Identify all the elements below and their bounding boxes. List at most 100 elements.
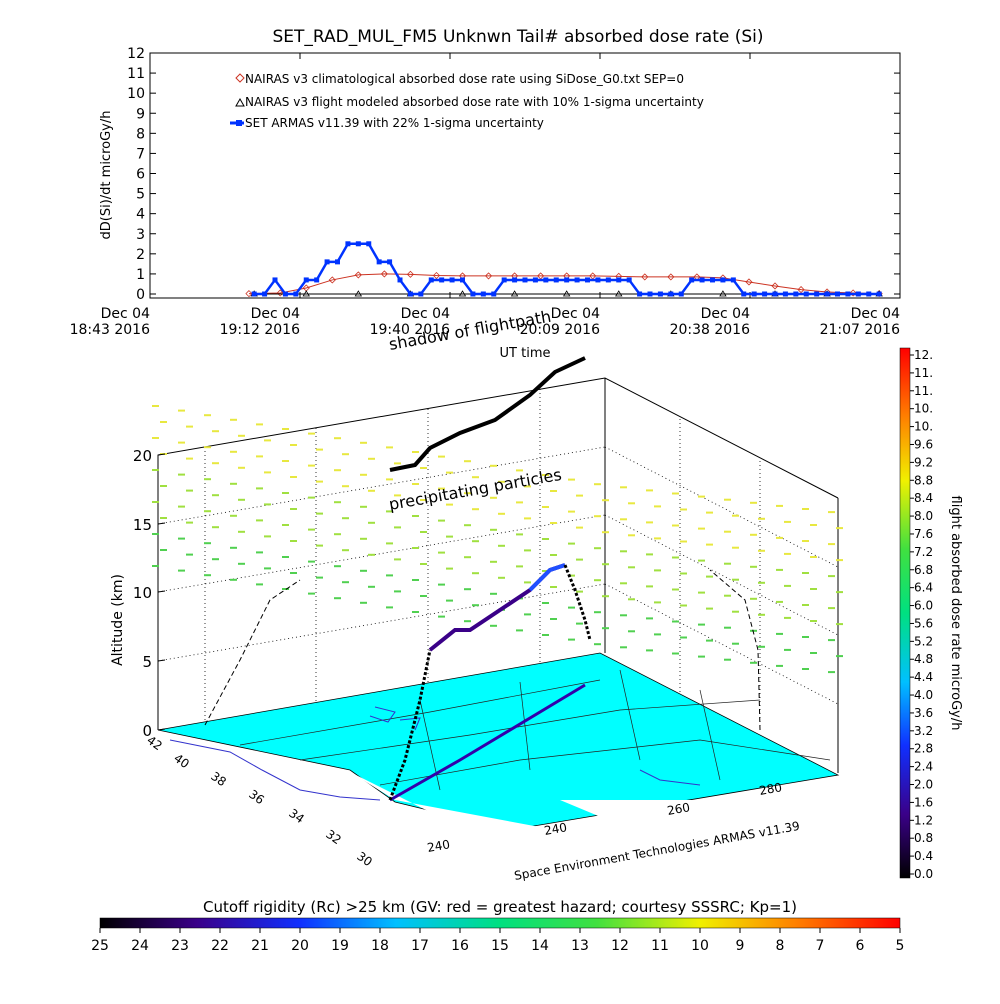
data-point-square	[345, 241, 351, 247]
data-point-square	[407, 291, 413, 297]
rigidity-tick-label: 15	[491, 938, 509, 954]
data-point-square	[324, 259, 330, 265]
particle-mark	[516, 501, 523, 504]
particle-mark	[282, 460, 289, 462]
particle-mark	[732, 546, 739, 549]
particle-mark	[784, 584, 791, 587]
particle-mark	[620, 518, 627, 521]
particle-mark	[186, 425, 193, 428]
particle-mark	[204, 574, 211, 577]
particle-mark	[334, 437, 341, 440]
particle-mark	[542, 602, 549, 604]
particle-mark	[394, 462, 401, 465]
particle-mark	[264, 567, 271, 570]
data-point-square	[762, 291, 768, 297]
particle-mark	[524, 485, 531, 488]
colorbar-gradient	[899, 347, 911, 879]
particle-mark	[828, 639, 835, 642]
legend-label: NAIRAS v3 climatological absorbed dose r…	[245, 72, 684, 86]
particle-mark	[490, 624, 497, 627]
data-point-square	[845, 291, 851, 297]
left-wall-edge	[157, 377, 839, 730]
x-tick-label-date: Dec 04	[101, 306, 150, 322]
particle-mark	[516, 469, 523, 472]
particle-mark	[836, 559, 843, 562]
particle-mark	[160, 485, 167, 487]
y-tick-label: 7	[136, 146, 145, 162]
z-tick-label: 10	[133, 584, 152, 602]
particle-mark	[758, 517, 765, 520]
particle-mark	[178, 569, 185, 572]
particle-mark	[308, 432, 315, 435]
particle-mark	[238, 466, 245, 469]
particle-mark	[152, 469, 159, 471]
data-point-square	[387, 259, 393, 265]
lon-tick-label: 260	[666, 800, 691, 818]
data-point-triangle	[719, 290, 727, 297]
particle-mark	[802, 540, 809, 542]
flightpath-vertical-dashes	[204, 579, 301, 726]
colorbar-tick-label: 3.6	[914, 706, 933, 720]
particle-mark	[706, 575, 713, 578]
particle-mark	[724, 530, 731, 533]
x-tick-label-time: 21:07 2016	[820, 322, 901, 338]
particle-mark	[776, 504, 783, 507]
z-tick-label: 5	[142, 653, 152, 671]
particle-mark	[602, 499, 609, 502]
data-point-square	[480, 291, 486, 297]
colorbar-tick-label: 0.0	[914, 867, 933, 881]
data-point-square	[647, 291, 653, 297]
particle-mark	[750, 565, 757, 568]
particle-mark	[256, 487, 263, 490]
particle-mark	[706, 607, 713, 610]
particle-mark	[672, 652, 679, 655]
particle-mark	[620, 582, 627, 585]
particle-mark	[152, 501, 159, 503]
map-floor: Space Environment Technologies ARMAS v11…	[157, 652, 840, 883]
rigidity-tick-label: 23	[171, 938, 189, 954]
data-point-square	[678, 291, 684, 297]
particle-mark	[186, 553, 193, 556]
particle-mark	[680, 604, 687, 607]
particle-mark	[758, 645, 765, 648]
colorbar-tick-label: 7.6	[914, 527, 933, 541]
particle-mark	[594, 611, 601, 614]
colorbar-tick-label: 12.	[914, 348, 933, 362]
y-tick-label: 3	[136, 227, 145, 243]
particle-mark	[178, 409, 185, 412]
plot-frame	[149, 52, 901, 299]
data-point-diamond	[484, 272, 493, 280]
particle-mark	[542, 506, 549, 508]
particle-mark	[810, 588, 817, 590]
particle-mark	[360, 505, 367, 508]
particle-mark	[290, 476, 297, 478]
particle-mark	[420, 563, 427, 565]
y-tick-label: 1	[136, 267, 145, 283]
particle-mark	[802, 508, 809, 510]
rigidity-tick-label: 20	[291, 938, 309, 954]
pacific-ocean-white-east	[560, 778, 830, 825]
particle-mark	[238, 434, 245, 437]
particle-mark	[732, 514, 739, 517]
particle-mark	[758, 613, 765, 616]
data-point-triangle	[354, 290, 363, 297]
particle-mark	[342, 485, 349, 488]
data-point-square	[553, 277, 559, 283]
flightpath-shadow-track	[389, 683, 586, 802]
particle-mark	[204, 446, 211, 449]
lon-tick-label: 240	[543, 820, 568, 838]
rigidity-tick-label: 11	[651, 938, 669, 954]
particle-mark	[706, 543, 713, 546]
particle-mark	[212, 462, 219, 465]
x-tick-label-date: Dec 04	[551, 306, 600, 322]
particle-mark	[412, 451, 419, 453]
particle-mark	[836, 623, 843, 626]
particle-mark	[706, 511, 713, 514]
particle-mark	[628, 630, 635, 633]
data-point-square	[793, 291, 799, 297]
particle-mark	[654, 537, 661, 540]
rigidity-tick-label: 7	[816, 938, 825, 954]
particle-mark	[810, 652, 817, 654]
